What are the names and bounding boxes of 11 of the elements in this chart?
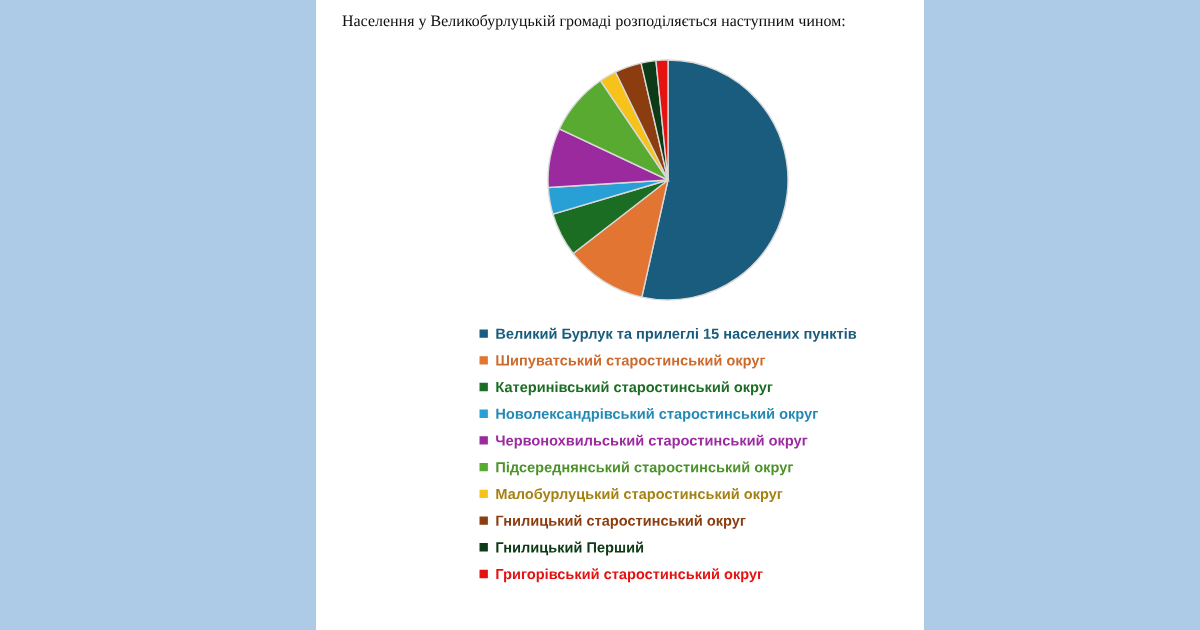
- legend-label: Новолександрівський старостинський округ: [496, 407, 818, 422]
- legend-label: Підсереднянський старостинський округ: [496, 461, 793, 476]
- legend-label: Гнилицький старостинський округ: [496, 514, 746, 529]
- legend-label: Катеринівський старостинський округ: [496, 381, 773, 396]
- legend-label: Шипуватський старостинський округ: [496, 354, 766, 369]
- chart-title: Населення у Великобурлуцькій громаді розподіляється наступним чином:: [342, 14, 845, 30]
- legend-label: Малобурлуцький старостинський округ: [496, 488, 783, 502]
- legend-label: Великий Бурлук та прилеглі 15 населених пунктів: [496, 327, 857, 342]
- legend-label: Григорівський старостинський округ: [496, 568, 763, 583]
- legend-label: Гнилицький Перший: [496, 541, 644, 556]
- legend-label: Червонохвильський старостинський округ: [496, 434, 808, 449]
